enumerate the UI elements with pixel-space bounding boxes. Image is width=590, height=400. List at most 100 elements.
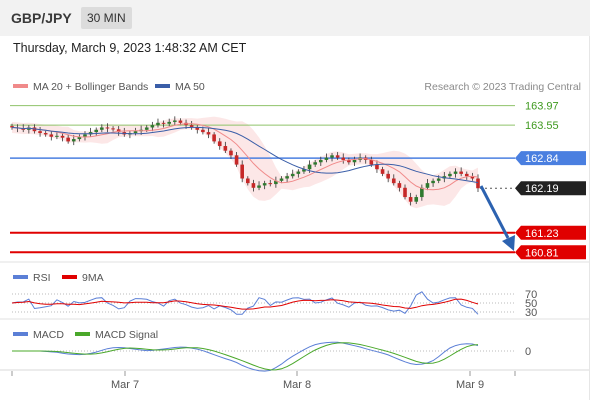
candle-body <box>257 185 261 188</box>
candle-body <box>436 178 441 181</box>
candle-body <box>341 157 346 160</box>
candle-body <box>318 159 323 163</box>
candle-body <box>290 173 295 177</box>
instrument-name: GBP/JPY <box>11 10 72 26</box>
macd-panel: 0 <box>12 341 531 372</box>
candle-body <box>77 136 82 140</box>
ma50-line <box>11 126 479 184</box>
candle-body <box>391 178 396 184</box>
candle-body <box>262 183 267 186</box>
candle-body <box>60 135 65 138</box>
x-axis-tick-label: Mar 7 <box>111 379 139 391</box>
candle-body <box>330 155 334 158</box>
candle-body <box>285 176 289 179</box>
candle-body <box>111 128 115 130</box>
candle-body <box>414 197 419 202</box>
candle-body <box>464 173 469 177</box>
candle-body <box>246 178 250 184</box>
candle-body <box>240 164 244 179</box>
candle-body <box>71 139 76 142</box>
forecast-arrow-shaft <box>479 185 510 239</box>
candle-body <box>10 126 14 128</box>
level-label: 162.19 <box>525 183 559 195</box>
candle-body <box>352 159 357 163</box>
macd-legend-label: MACD <box>33 329 64 341</box>
level-label-box <box>515 181 586 196</box>
candle-body <box>195 127 200 130</box>
candle-body <box>268 183 273 185</box>
candle-body <box>223 146 228 151</box>
macd-tick-label: 0 <box>525 346 531 358</box>
rsi-legend-swatch <box>13 275 28 279</box>
candle-body <box>296 171 301 174</box>
candle-body <box>251 183 256 188</box>
candle-body <box>43 133 48 135</box>
ma20-line <box>11 123 479 191</box>
candle-body <box>156 122 160 126</box>
candle-body <box>161 122 166 124</box>
bollinger-bands <box>12 116 478 209</box>
key-levels: 163.97 163.55 162.84 162.19 161.23 160.81 <box>10 101 586 260</box>
level-label: 161.23 <box>525 228 559 240</box>
candle-body <box>206 132 211 135</box>
macd-legend: MACD MACD Signal <box>13 329 158 341</box>
ma20-legend-swatch <box>13 84 28 88</box>
level-label-box <box>515 245 586 260</box>
rsi-legend: RSI 9MA <box>13 272 104 284</box>
macd-signal-line <box>12 342 479 371</box>
candle-body <box>476 178 480 189</box>
candle-body <box>189 125 194 128</box>
x-axis: Mar 7 Mar 8 Mar 9 <box>11 371 516 391</box>
candle-body <box>425 183 430 188</box>
candle-body <box>217 141 222 147</box>
candle-body <box>49 134 54 137</box>
candle-body <box>229 150 233 156</box>
ma20-legend-label: MA 20 + Bollinger Bands <box>33 81 148 93</box>
rsi-tick-label: 30 <box>525 307 537 319</box>
candle-body <box>431 180 435 184</box>
candle-body <box>408 197 413 202</box>
candle-body <box>375 164 379 170</box>
timeframe-button[interactable]: 30 MIN <box>81 7 132 29</box>
candle-body <box>212 134 216 142</box>
candle-body <box>380 169 385 174</box>
candle-body <box>201 129 205 133</box>
rsi-ma9-line <box>11 298 479 310</box>
candle-body <box>459 171 463 174</box>
x-axis-tick-label: Mar 8 <box>283 379 311 391</box>
candle-body <box>83 134 87 137</box>
candle-body <box>335 155 340 158</box>
level-label: 163.55 <box>525 120 559 132</box>
ma9-legend-swatch <box>62 275 77 279</box>
candle-body <box>66 137 70 142</box>
x-axis-tick-label: Mar 9 <box>456 379 484 391</box>
timestamp: Thursday, March 9, 2023 1:48:32 AM CET <box>13 41 247 55</box>
candle-body <box>150 125 155 128</box>
forecast-arrow-head <box>502 235 515 251</box>
candle-body <box>55 135 59 137</box>
candle-body <box>369 159 374 165</box>
candle-body <box>274 180 278 185</box>
rsi-tick-label: 70 <box>525 289 537 301</box>
ma50-legend-swatch <box>155 84 170 88</box>
level-label: 160.81 <box>525 247 559 259</box>
candle-body <box>133 131 138 134</box>
candle-body <box>324 157 329 160</box>
bollinger-band-area <box>12 116 478 209</box>
rsi-legend-label: RSI <box>33 272 51 284</box>
candle-body <box>420 187 424 198</box>
candle-body <box>397 183 402 188</box>
moving-averages <box>11 123 479 191</box>
candle-body <box>302 169 306 172</box>
candle-body <box>116 129 121 133</box>
candle-body <box>234 155 239 165</box>
rsi-tick-label: 50 <box>525 298 537 310</box>
candle-body <box>38 131 42 134</box>
copyright-text: Research © 2023 Trading Central <box>424 81 581 93</box>
candle-body <box>279 178 284 181</box>
candle-body <box>470 176 475 179</box>
level-label: 163.97 <box>525 101 559 113</box>
signal-legend-label: MACD Signal <box>95 329 158 341</box>
